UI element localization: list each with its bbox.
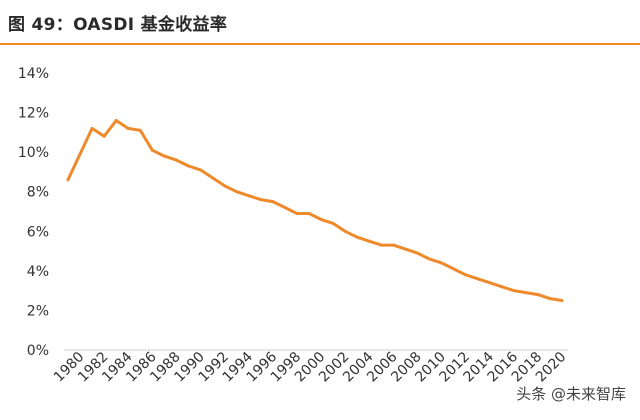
data-point: [355, 235, 359, 239]
data-point: [428, 257, 431, 261]
data-point: [524, 291, 528, 295]
data-point: [403, 247, 407, 251]
y-axis-labels: 0% 2% 4% 6% 8% 10% 12% 14%: [18, 66, 49, 359]
data-point: [223, 184, 227, 188]
data-point: [150, 148, 154, 152]
data-point: [464, 273, 468, 277]
data-point: [174, 158, 178, 162]
y-tick-label: 6%: [27, 224, 49, 240]
data-point: [102, 134, 106, 138]
data-point: [138, 128, 142, 132]
data-point: [199, 168, 202, 172]
data-point: [187, 164, 190, 168]
data-point: [66, 178, 70, 182]
data-point: [331, 221, 335, 225]
data-point: [295, 212, 299, 215]
data-point: [536, 293, 540, 297]
y-tick-label: 0%: [27, 343, 49, 359]
data-point: [379, 243, 383, 247]
data-point: [259, 198, 263, 202]
data-point: [235, 190, 239, 194]
data-point: [114, 119, 118, 122]
data-point: [512, 289, 516, 293]
data-point: [415, 251, 419, 255]
data-point: [283, 206, 287, 209]
data-point: [488, 281, 492, 285]
data-point: [307, 212, 311, 215]
data-point: [343, 229, 347, 233]
data-point: [500, 285, 504, 289]
data-point: [476, 277, 480, 281]
data-point: [162, 154, 166, 158]
data-point: [271, 200, 275, 204]
data-point: [126, 126, 130, 130]
data-point: [319, 217, 323, 221]
data-point: [247, 194, 251, 198]
y-tick-label: 10%: [18, 145, 49, 161]
series-line: [66, 119, 564, 302]
data-point: [452, 267, 456, 271]
y-tick-label: 4%: [27, 264, 49, 280]
data-point: [440, 261, 443, 265]
data-point: [548, 297, 552, 301]
y-tick-label: 14%: [18, 66, 49, 82]
data-points: [66, 119, 564, 302]
watermark: 头条 @未来智库: [516, 385, 626, 403]
x-axis-labels: 1980198219841986198819901992199419961998…: [51, 349, 569, 386]
y-tick-label: 12%: [18, 106, 49, 122]
data-point: [560, 299, 564, 302]
y-tick-label: 2%: [27, 303, 49, 319]
data-point: [90, 126, 94, 130]
page-title: 图 49：OASDI 基金收益率: [8, 15, 228, 35]
title-divider: [0, 43, 640, 45]
y-tick-label: 8%: [27, 185, 49, 201]
data-point: [78, 152, 82, 156]
data-point: [391, 243, 395, 247]
data-point: [367, 239, 371, 243]
data-point: [211, 176, 215, 180]
